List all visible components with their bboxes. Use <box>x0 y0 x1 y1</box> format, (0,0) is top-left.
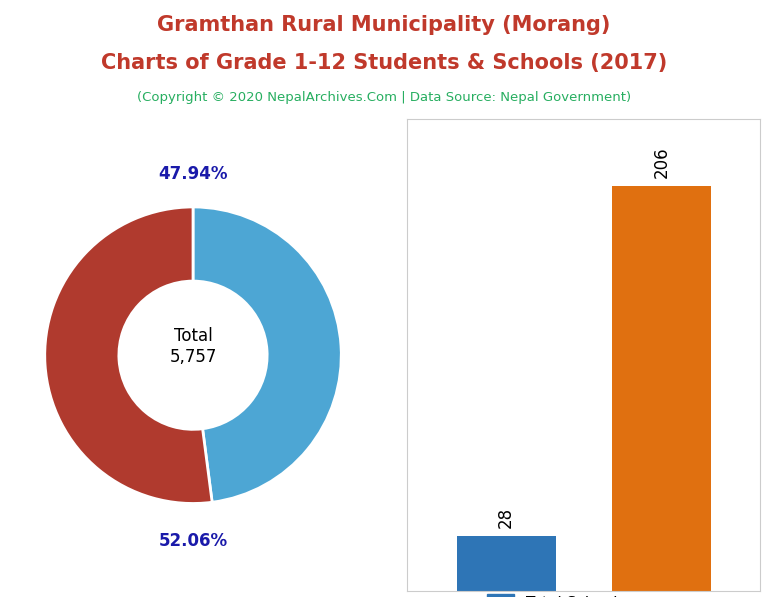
Legend: Male Students (2,760), Female Students (2,997): Male Students (2,760), Female Students (… <box>0 593 211 597</box>
Bar <box>457 536 555 591</box>
Text: Gramthan Rural Municipality (Morang): Gramthan Rural Municipality (Morang) <box>157 15 611 35</box>
Text: 47.94%: 47.94% <box>158 165 228 183</box>
Text: 28: 28 <box>497 507 515 528</box>
Bar <box>612 186 711 591</box>
Legend: Total Schools, Students per School: Total Schools, Students per School <box>481 587 687 597</box>
Text: Total
5,757: Total 5,757 <box>169 327 217 366</box>
Text: 52.06%: 52.06% <box>158 531 227 550</box>
Wedge shape <box>193 207 341 502</box>
Text: 206: 206 <box>653 147 670 179</box>
Text: (Copyright © 2020 NepalArchives.Com | Data Source: Nepal Government): (Copyright © 2020 NepalArchives.Com | Da… <box>137 91 631 104</box>
Wedge shape <box>45 207 212 503</box>
Text: Charts of Grade 1-12 Students & Schools (2017): Charts of Grade 1-12 Students & Schools … <box>101 53 667 73</box>
